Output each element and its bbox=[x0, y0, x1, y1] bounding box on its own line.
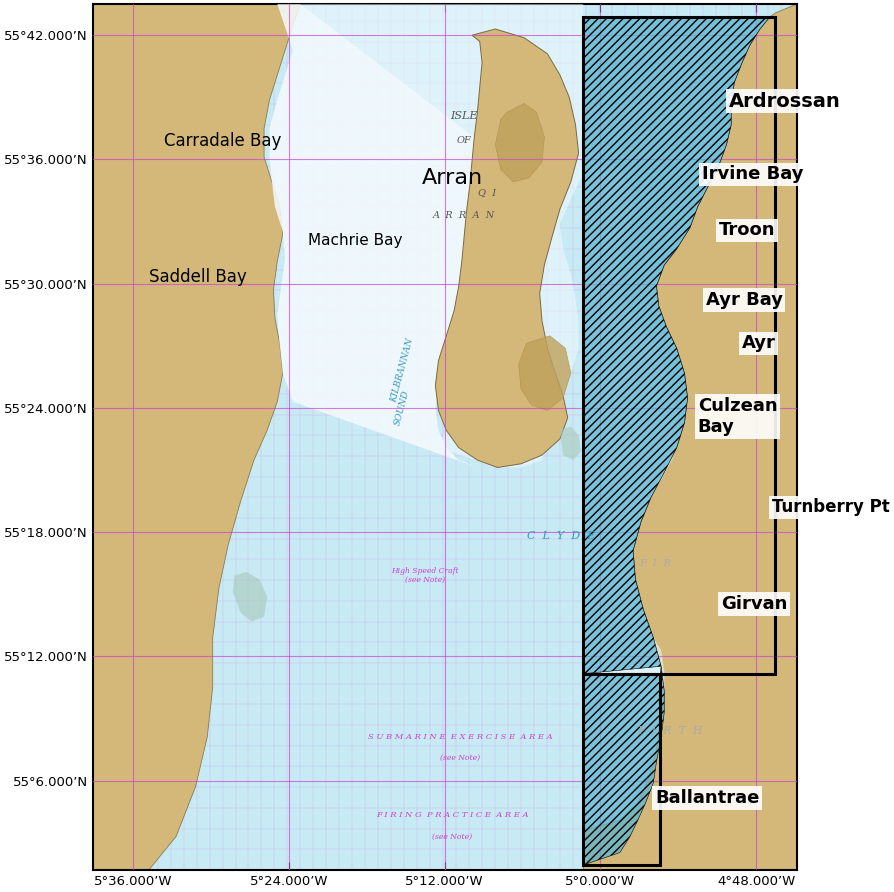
Bar bbox=[583, 17, 775, 673]
Bar bbox=[583, 673, 661, 865]
Text: (see Note): (see Note) bbox=[433, 832, 473, 840]
Text: Saddell Bay: Saddell Bay bbox=[148, 268, 247, 286]
Polygon shape bbox=[435, 29, 578, 467]
Polygon shape bbox=[560, 426, 581, 460]
Text: Turnberry Pt: Turnberry Pt bbox=[772, 499, 890, 516]
Text: Arran: Arran bbox=[422, 168, 483, 188]
Text: Ayr: Ayr bbox=[742, 334, 776, 352]
Text: A  R  R  A  N: A R R A N bbox=[433, 211, 495, 219]
Text: Ardrossan: Ardrossan bbox=[729, 92, 840, 111]
Text: ISLE: ISLE bbox=[451, 111, 478, 121]
Polygon shape bbox=[233, 572, 267, 622]
Text: High Speed Craft
(see Note): High Speed Craft (see Note) bbox=[392, 567, 459, 584]
Text: F I R I N G  P R A C T I C E  A R E A: F I R I N G P R A C T I C E A R E A bbox=[376, 812, 528, 820]
Text: Culzean
Bay: Culzean Bay bbox=[697, 397, 778, 436]
Text: F  I  R  T  H: F I R T H bbox=[637, 726, 704, 736]
Text: KILBRANNAN: KILBRANNAN bbox=[389, 337, 415, 404]
Text: Machrie Bay: Machrie Bay bbox=[308, 233, 403, 248]
Polygon shape bbox=[519, 335, 571, 410]
Text: Girvan: Girvan bbox=[721, 595, 788, 613]
Polygon shape bbox=[300, 4, 679, 824]
Polygon shape bbox=[93, 4, 300, 870]
Polygon shape bbox=[519, 335, 571, 410]
Polygon shape bbox=[583, 17, 775, 673]
Polygon shape bbox=[495, 103, 544, 182]
Text: OF: OF bbox=[457, 136, 471, 145]
Text: SOUND: SOUND bbox=[392, 389, 411, 426]
Text: Irvine Bay: Irvine Bay bbox=[702, 165, 803, 184]
Text: Ballantrae: Ballantrae bbox=[655, 789, 759, 807]
Polygon shape bbox=[269, 4, 477, 467]
Text: (see Note): (see Note) bbox=[440, 754, 480, 762]
Text: F  I  R: F I R bbox=[639, 558, 671, 567]
Text: Carradale Bay: Carradale Bay bbox=[164, 132, 282, 150]
Polygon shape bbox=[583, 666, 664, 865]
Polygon shape bbox=[495, 103, 544, 182]
Polygon shape bbox=[583, 4, 797, 870]
Text: Troon: Troon bbox=[719, 221, 776, 239]
Text: S U B M A R I N E  E X E R C I S E  A R E A: S U B M A R I N E E X E R C I S E A R E … bbox=[368, 733, 552, 741]
Text: Ayr Bay: Ayr Bay bbox=[705, 291, 782, 309]
Text: Q  I: Q I bbox=[478, 188, 496, 197]
Text: C  L  Y  D  E: C L Y D E bbox=[527, 531, 595, 541]
